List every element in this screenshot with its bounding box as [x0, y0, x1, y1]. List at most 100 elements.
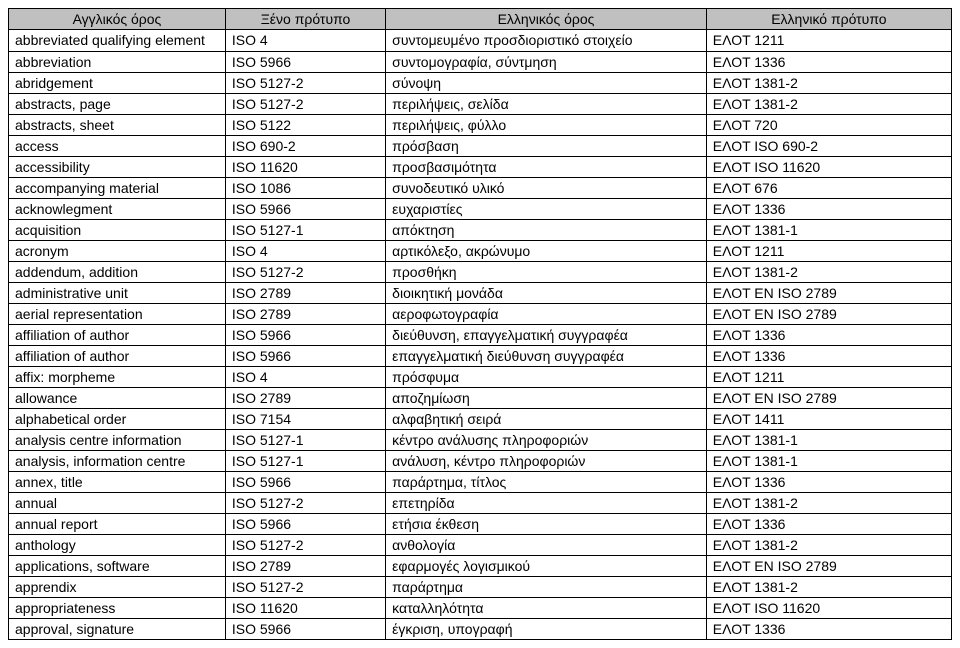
table-cell: ΕΛΟΤ 1336 — [706, 324, 951, 345]
table-cell: abbreviation — [9, 51, 226, 72]
table-cell: abridgement — [9, 72, 226, 93]
table-body: abbreviated qualifying element ISO 4 συντο… — [9, 30, 952, 640]
table-row: accessISO 690-2πρόσβασηΕΛΟΤ ISO 690-2 — [9, 135, 952, 156]
table-cell: ISO 11620 — [225, 156, 385, 177]
table-cell: ISO 5966 — [225, 198, 385, 219]
table-cell: επαγγελματική διεύθυνση συγγραφέα — [386, 345, 707, 366]
table-cell: ΕΛΟΤ 1381-2 — [706, 492, 951, 513]
table-cell: ανθολογία — [386, 534, 707, 555]
table-cell: analysis centre information — [9, 429, 226, 450]
table-cell: ΕΛΟΤ 1211 — [706, 240, 951, 261]
col-header-greek-term: Ελληνικός όρος — [386, 9, 707, 30]
table-cell: πρόσφυμα — [386, 366, 707, 387]
table-cell: ISO 5966 — [225, 345, 385, 366]
table-cell: προσθήκη — [386, 261, 707, 282]
table-row: accessibilityISO 11620προσβασιμότηταΕΛΟΤ… — [9, 156, 952, 177]
table-row: abbreviationISO 5966συντομογραφία, σύντμ… — [9, 51, 952, 72]
col-header-foreign-standard: Ξένο πρότυπο — [225, 9, 385, 30]
table-cell: ΕΛΟΤ ISO 11620 — [706, 156, 951, 177]
table-row: analysis, information centreISO 5127-1αν… — [9, 450, 952, 471]
table-cell: ISO 5127-2 — [225, 72, 385, 93]
table-row: acronymISO 4αρτικόλεξο, ακρώνυμοΕΛΟΤ 121… — [9, 240, 952, 261]
table-cell: ISO 4 — [225, 366, 385, 387]
table-row: approval, signatureISO 5966έγκριση, υπογ… — [9, 618, 952, 639]
table-cell: ISO 7154 — [225, 408, 385, 429]
col-header-english-term: Αγγλικός όρος — [9, 9, 226, 30]
table-cell: affix: morpheme — [9, 366, 226, 387]
table-cell: ανάλυση, κέντρο πληροφοριών — [386, 450, 707, 471]
table-cell: διεύθυνση, επαγγελματική συγγραφέα — [386, 324, 707, 345]
table-cell: ISO 1086 — [225, 177, 385, 198]
table-row: alphabetical orderISO 7154αλφαβητική σει… — [9, 408, 952, 429]
table-cell: ISO 5966 — [225, 513, 385, 534]
table-cell: ΕΛΟΤ 1336 — [706, 345, 951, 366]
table-cell: διοικητική μονάδα — [386, 282, 707, 303]
table-cell: ΕΛΟΤ 1411 — [706, 408, 951, 429]
table-row: annex, titleISO 5966παράρτημα, τίτλοςΕΛΟ… — [9, 471, 952, 492]
table-cell: analysis, information centre — [9, 450, 226, 471]
table-row: abridgementISO 5127-2σύνοψηΕΛΟΤ 1381-2 — [9, 72, 952, 93]
table-cell: aerial representation — [9, 303, 226, 324]
table-cell: παράρτημα — [386, 576, 707, 597]
table-row: analysis centre informationISO 5127-1κέν… — [9, 429, 952, 450]
table-cell: σύνοψη — [386, 72, 707, 93]
table-cell: ΕΛΟΤ 1336 — [706, 513, 951, 534]
table-row: anthologyISO 5127-2ανθολογίαΕΛΟΤ 1381-2 — [9, 534, 952, 555]
table-cell: acquisition — [9, 219, 226, 240]
table-cell: ISO 690-2 — [225, 135, 385, 156]
table-row: abstracts, pageISO 5127-2περιλήψεις, σελ… — [9, 93, 952, 114]
table-cell: affiliation of author — [9, 324, 226, 345]
table-cell: ΕΛΟΤ 1211 — [706, 30, 951, 52]
table-row: affix: morphemeISO 4πρόσφυμαΕΛΟΤ 1211 — [9, 366, 952, 387]
table-cell: appropriateness — [9, 597, 226, 618]
table-cell: ISO 11620 — [225, 597, 385, 618]
table-cell: ISO 5127-2 — [225, 576, 385, 597]
table-cell: ISO 5127-1 — [225, 429, 385, 450]
table-row: administrative unitISO 2789διοικητική μο… — [9, 282, 952, 303]
table-row: abbreviated qualifying elementISO 4συντο… — [9, 30, 952, 52]
table-header-row: Αγγλικός όρος Ξένο πρότυπο Ελληνικός όρο… — [9, 9, 952, 30]
table-cell: alphabetical order — [9, 408, 226, 429]
col-header-greek-standard: Ελληνικό πρότυπο — [706, 9, 951, 30]
table-cell: ISO 5127-2 — [225, 261, 385, 282]
table-cell: acknowlegment — [9, 198, 226, 219]
table-cell: ΕΛΟΤ 1381-1 — [706, 219, 951, 240]
table-row: acknowlegmentISO 5966ευχαριστίεςΕΛΟΤ 133… — [9, 198, 952, 219]
table-cell: affiliation of author — [9, 345, 226, 366]
table-cell: πρόσβαση — [386, 135, 707, 156]
table-cell: αρτικόλεξο, ακρώνυμο — [386, 240, 707, 261]
table-cell: κέντρο ανάλυσης πληροφοριών — [386, 429, 707, 450]
table-row: aerial representationISO 2789αεροφωτογρα… — [9, 303, 952, 324]
table-row: accompanying materialISO 1086συνοδευτικό… — [9, 177, 952, 198]
table-cell: ISO 5127-2 — [225, 492, 385, 513]
table-cell: ΕΛΟΤ EN ISO 2789 — [706, 555, 951, 576]
table-cell: συντομευμένο προσδιοριστικό στοιχείο — [386, 30, 707, 52]
table-cell: applications, software — [9, 555, 226, 576]
table-cell: ISO 5127-1 — [225, 450, 385, 471]
table-cell: ΕΛΟΤ 676 — [706, 177, 951, 198]
table-cell: accessibility — [9, 156, 226, 177]
table-cell: ΕΛΟΤ 1381-2 — [706, 534, 951, 555]
table-cell: ΕΛΟΤ 1381-2 — [706, 93, 951, 114]
table-cell: ISO 5122 — [225, 114, 385, 135]
table-cell: έγκριση, υπογραφή — [386, 618, 707, 639]
table-cell: αεροφωτογραφία — [386, 303, 707, 324]
table-cell: επετηρίδα — [386, 492, 707, 513]
table-cell: απόκτηση — [386, 219, 707, 240]
table-cell: περιλήψεις, σελίδα — [386, 93, 707, 114]
table-row: allowanceISO 2789αποζημίωσηΕΛΟΤ EN ISO 2… — [9, 387, 952, 408]
table-cell: abstracts, page — [9, 93, 226, 114]
table-cell: ΕΛΟΤ 1336 — [706, 198, 951, 219]
table-cell: ΕΛΟΤ EN ISO 2789 — [706, 387, 951, 408]
table-cell: ΕΛΟΤ EN ISO 2789 — [706, 282, 951, 303]
table-row: applications, softwareISO 2789εφαρμογές … — [9, 555, 952, 576]
table-cell: abstracts, sheet — [9, 114, 226, 135]
table-cell: abbreviated qualifying element — [9, 30, 226, 52]
table-cell: annual — [9, 492, 226, 513]
table-cell: περιλήψεις, φύλλο — [386, 114, 707, 135]
table-cell: ΕΛΟΤ 1336 — [706, 51, 951, 72]
table-cell: ISO 2789 — [225, 303, 385, 324]
table-cell: προσβασιμότητα — [386, 156, 707, 177]
table-cell: ΕΛΟΤ 1336 — [706, 618, 951, 639]
table-cell: αλφαβητική σειρά — [386, 408, 707, 429]
